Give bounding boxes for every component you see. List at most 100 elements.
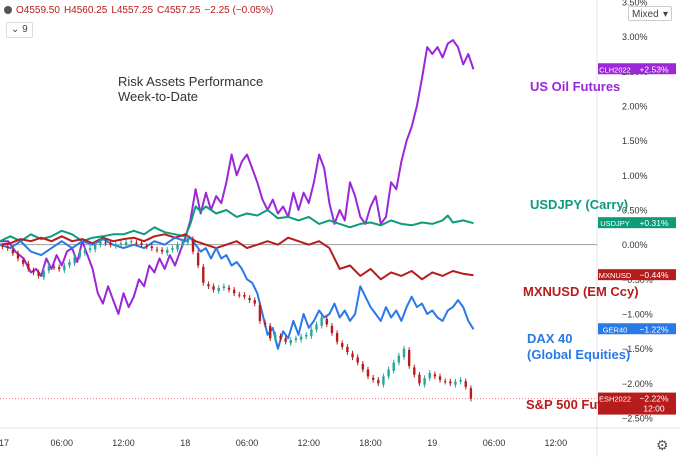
candle-body bbox=[140, 242, 143, 245]
series-annotation: US Oil Futures bbox=[530, 79, 620, 94]
candle-body bbox=[330, 325, 334, 334]
price-tag-ger40: GER40 −1.22% bbox=[598, 323, 676, 335]
candle-body bbox=[299, 336, 303, 340]
candle-body bbox=[238, 294, 241, 296]
price-tag-name-bg bbox=[598, 269, 632, 281]
candle-body bbox=[335, 333, 339, 342]
candle-body bbox=[320, 317, 323, 326]
candle-body bbox=[78, 251, 81, 257]
candle-body bbox=[279, 336, 282, 339]
price-tag-value-bg bbox=[632, 217, 676, 229]
candle-body bbox=[402, 348, 406, 357]
price-tag-value: +2.53% bbox=[639, 64, 669, 74]
candle-body bbox=[464, 381, 467, 387]
candle-body bbox=[202, 266, 205, 283]
price-tag-value-bg bbox=[632, 392, 676, 415]
price-tag-value: +0.31% bbox=[639, 218, 669, 228]
price-tag-name: GER40 bbox=[603, 325, 628, 334]
candle-body bbox=[94, 244, 97, 250]
candle-body bbox=[207, 284, 210, 287]
candle-body bbox=[63, 265, 66, 271]
price-tag-usdjpy: USDJPY +0.31% bbox=[598, 217, 676, 229]
candle-body bbox=[356, 357, 359, 363]
series-annotation: (Global Equities) bbox=[527, 347, 630, 362]
series-ger40: GER40 −1.22% bbox=[0, 236, 676, 350]
price-tag-name-bg bbox=[598, 217, 632, 229]
candle-body bbox=[191, 239, 195, 252]
candle-body bbox=[196, 252, 200, 266]
candle-body bbox=[27, 263, 30, 269]
candle-body bbox=[413, 367, 416, 375]
candle-body bbox=[325, 318, 329, 325]
candle-body bbox=[1, 246, 4, 248]
y-tick-label: 1.50% bbox=[622, 136, 648, 146]
series-annotation: DAX 40 bbox=[527, 331, 573, 346]
price-tag-name: CLH2022 bbox=[599, 65, 631, 74]
candle-body bbox=[268, 325, 272, 339]
price-tag-clh2022: CLH2022 +2.53% bbox=[598, 63, 676, 75]
price-tag-mxnusd: MXNUSD −0.44% bbox=[598, 269, 676, 281]
candle-body bbox=[150, 246, 154, 249]
price-tag-value-bg bbox=[632, 323, 676, 335]
candle-body bbox=[243, 294, 246, 297]
candle-body bbox=[186, 237, 190, 243]
indicators-toggle[interactable]: ⌄ 9 bbox=[6, 22, 33, 38]
series-line bbox=[0, 236, 475, 350]
candle-body bbox=[392, 362, 395, 371]
x-tick-label: 12:00 bbox=[298, 438, 321, 448]
candle-body bbox=[438, 376, 442, 380]
series-clh2022: CLH2022 +2.53% bbox=[0, 39, 676, 315]
candle-body bbox=[443, 381, 447, 383]
price-tag-value: −0.44% bbox=[639, 270, 669, 280]
ohlc-legend: O4559.50 H4560.25 L4557.25 C4557.25 −2.2… bbox=[0, 0, 273, 20]
candle-body bbox=[407, 350, 411, 366]
y-tick-label: −1.00% bbox=[622, 310, 653, 320]
candle-body bbox=[294, 338, 298, 340]
candle-body bbox=[305, 334, 308, 337]
candle-body bbox=[119, 243, 123, 245]
price-tag-esh2022: ESH2022 −2.22%12:00 bbox=[598, 392, 676, 415]
candle-body bbox=[310, 329, 313, 337]
series-annotation: USDJPY (Carry) bbox=[530, 197, 628, 212]
candle-body bbox=[11, 249, 15, 254]
scale-mode-select[interactable]: Mixed ▾ bbox=[628, 6, 672, 21]
candle-body bbox=[155, 249, 159, 251]
y-tick-label: 0.00% bbox=[622, 240, 648, 250]
candle-body bbox=[346, 346, 349, 353]
candle-body bbox=[68, 262, 71, 266]
settings-gear-icon[interactable]: ⚙ bbox=[656, 437, 669, 453]
candle-body bbox=[351, 353, 354, 358]
candle-body bbox=[258, 304, 262, 321]
candle-body bbox=[21, 259, 25, 264]
candle-body bbox=[371, 377, 375, 380]
y-tick-label: 3.00% bbox=[622, 32, 648, 42]
candle-body bbox=[433, 374, 437, 377]
candle-body bbox=[382, 376, 385, 385]
indicator-count: 9 bbox=[22, 24, 28, 35]
x-tick-label: 12:00 bbox=[112, 438, 135, 448]
candle-body bbox=[341, 343, 344, 347]
candle-body bbox=[37, 272, 40, 276]
candle-body bbox=[469, 388, 473, 399]
candle-body bbox=[361, 363, 365, 370]
series-line bbox=[0, 39, 475, 315]
price-tag-countdown: 12:00 bbox=[643, 404, 665, 414]
chevron-down-icon: ▾ bbox=[662, 9, 668, 20]
candle-body bbox=[73, 256, 76, 264]
scale-mode-label: Mixed bbox=[632, 9, 659, 20]
x-tick-label: 12:00 bbox=[545, 438, 568, 448]
series-mxnusd: MXNUSD −0.44% bbox=[0, 233, 676, 281]
series-esh2022: ESH2022 −2.22%12:00 bbox=[0, 234, 676, 415]
candle-body bbox=[42, 270, 45, 278]
candle-body bbox=[171, 248, 174, 250]
candle-body bbox=[57, 267, 61, 269]
symbol-dot-icon bbox=[4, 6, 12, 14]
y-tick-label: 3.50% bbox=[622, 0, 648, 8]
candle-body bbox=[387, 369, 390, 377]
ohlc-high: H4560.25 bbox=[63, 4, 108, 16]
candle-body bbox=[124, 242, 128, 245]
y-tick-label: 0.50% bbox=[622, 206, 648, 216]
candle-body bbox=[222, 286, 226, 288]
price-tag-name-bg bbox=[598, 323, 632, 335]
